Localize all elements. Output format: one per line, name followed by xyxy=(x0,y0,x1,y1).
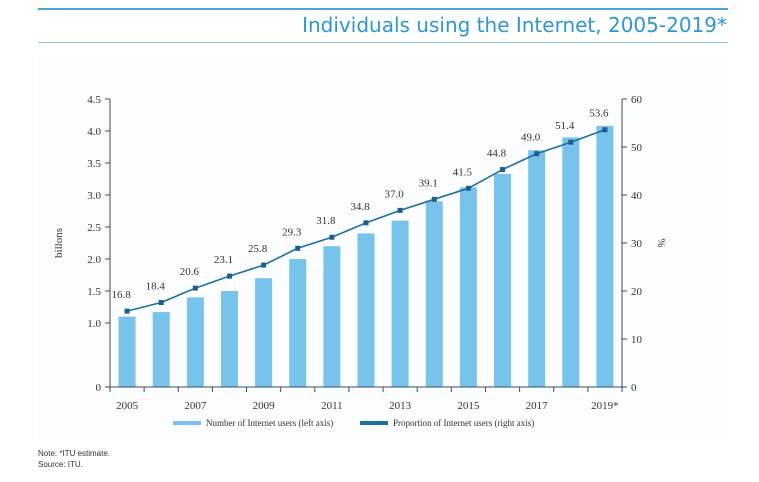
chart: 0 1.0 1.5 2.0 2.5 3.0 3.5 4.0 4.5 0 10 20 30 40 50 60 20… xyxy=(53,94,667,428)
bar-2006 xyxy=(152,312,170,387)
bar-2012 xyxy=(357,233,375,387)
bar-2017 xyxy=(528,150,546,387)
marker-2015 xyxy=(465,185,471,191)
source-text: Source: ITU. xyxy=(38,460,83,469)
y-tick-label-left: 3.0 xyxy=(87,190,101,202)
chart-title: Individuals using the Internet, 2005-201… xyxy=(302,13,727,37)
marker-2005 xyxy=(124,308,130,314)
x-tick-label: 2017 xyxy=(526,400,549,412)
data-label-2013: 37.0 xyxy=(385,188,405,200)
y-tick-label-right: 0 xyxy=(631,382,637,394)
data-label-2006: 18.4 xyxy=(146,281,166,293)
chart-panel: 0 1.0 1.5 2.0 2.5 3.0 3.5 4.0 4.5 0 10 20 30 40 50 60 20… xyxy=(38,56,721,440)
data-label-2009: 25.8 xyxy=(248,243,268,255)
x-tick-label: 2009 xyxy=(253,400,276,412)
data-label-2016: 44.8 xyxy=(487,148,507,160)
y-tick-label-left: 2.0 xyxy=(87,254,101,266)
x-tick-label: 2015 xyxy=(457,400,480,412)
bar-2008 xyxy=(220,291,238,387)
marker-2007 xyxy=(192,285,198,291)
y-tick-label-left: 4.5 xyxy=(87,94,101,106)
y-tick-label-right: 30 xyxy=(631,238,643,250)
bar-2013 xyxy=(391,220,409,387)
y-tick-label-left: 3.5 xyxy=(87,158,101,170)
bar-2011 xyxy=(323,246,341,387)
y-tick-label-left: 0 xyxy=(96,382,102,394)
footnotes: Note: *ITU estimate. Source: ITU. xyxy=(38,448,110,470)
y-axis-title-right: % xyxy=(655,238,667,247)
marker-2018 xyxy=(568,139,574,145)
data-label-2017: 49.0 xyxy=(521,132,541,144)
data-label-2014: 39.1 xyxy=(419,177,438,189)
x-tick-label: 2011 xyxy=(321,400,343,412)
bar-2014 xyxy=(425,201,443,387)
legend-label-bars: Number of Internet users (left axis) xyxy=(206,418,333,428)
header-rule xyxy=(38,8,728,10)
y-axis-title-left: billons xyxy=(53,228,65,258)
bar-2019 xyxy=(596,125,614,387)
bar-2007 xyxy=(186,297,204,387)
y-tick-label-right: 60 xyxy=(631,94,643,106)
note-text: Note: *ITU estimate. xyxy=(38,449,111,458)
data-label-2015: 41.5 xyxy=(453,166,473,178)
bar-2015 xyxy=(459,187,477,387)
x-tick-label: 2007 xyxy=(184,400,207,412)
bar-2009 xyxy=(255,278,273,387)
bar-2010 xyxy=(289,259,307,387)
y-tick-label-left: 4.0 xyxy=(87,126,101,138)
x-tick-label: 2005 xyxy=(116,400,139,412)
marker-2009 xyxy=(261,262,267,268)
y-tick-label-right: 50 xyxy=(631,142,643,154)
bar-2005 xyxy=(118,316,136,387)
x-tick-label: 2019* xyxy=(591,400,619,412)
data-label-2019: 53.6 xyxy=(589,108,609,120)
marker-2012 xyxy=(363,220,369,226)
data-label-2011: 31.8 xyxy=(316,215,336,227)
x-tick-label: 2013 xyxy=(389,400,412,412)
y-tick-label-right: 10 xyxy=(631,334,643,346)
data-label-2007: 20.6 xyxy=(180,266,200,278)
marker-2011 xyxy=(329,234,335,240)
y-tick-label-right: 20 xyxy=(631,286,643,298)
bar-2016 xyxy=(494,173,512,387)
marker-2017 xyxy=(534,151,540,157)
legend-label-line: Proportion of Internet users (right axis… xyxy=(393,418,534,428)
y-tick-label-left: 1.5 xyxy=(87,286,101,298)
y-tick-label-left: 2.5 xyxy=(87,222,101,234)
marker-2019 xyxy=(602,127,608,133)
data-label-2018: 51.4 xyxy=(555,120,575,132)
marker-2006 xyxy=(158,300,164,306)
marker-2016 xyxy=(500,167,506,173)
marker-2014 xyxy=(431,196,437,202)
data-label-2008: 23.1 xyxy=(214,254,233,266)
legend-swatch-line xyxy=(360,421,388,425)
data-label-2005: 16.8 xyxy=(111,289,131,301)
y-tick-label-left: 1.0 xyxy=(87,318,101,330)
marker-2008 xyxy=(226,273,232,279)
y-tick-label-right: 40 xyxy=(631,190,643,202)
legend-swatch-bars xyxy=(173,421,201,425)
marker-2013 xyxy=(397,207,403,213)
bar-2018 xyxy=(562,137,580,387)
data-label-2012: 34.8 xyxy=(350,201,370,213)
data-label-2010: 29.3 xyxy=(282,226,302,238)
marker-2010 xyxy=(295,245,301,251)
header-underline xyxy=(38,42,728,43)
